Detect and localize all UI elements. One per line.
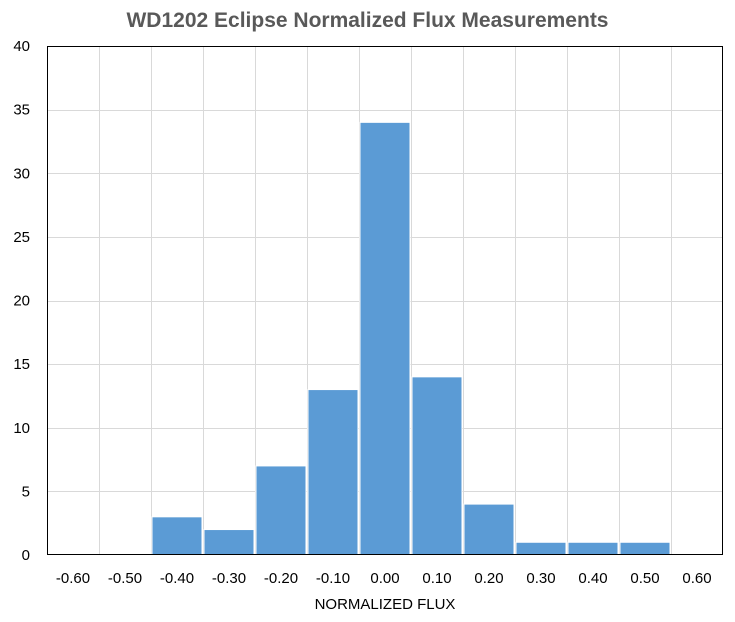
histogram-bar <box>203 529 255 556</box>
x-tick-labels: -0.60 -0.50 -0.40 -0.30 -0.20 -0.10 0.00 0.10 0.… <box>56 570 712 587</box>
x-tick-label: 0.30 <box>526 570 555 587</box>
x-axis-label: NORMALIZED FLUX <box>314 596 456 613</box>
histogram-bars <box>151 121 671 556</box>
x-tick-label: 0.60 <box>682 570 711 587</box>
y-tick-label: 5 <box>22 483 30 500</box>
y-tick-labels: 0 5 10 15 20 25 30 35 40 <box>13 38 30 564</box>
x-tick-label: 0.00 <box>370 570 399 587</box>
plot-area-border <box>47 46 723 555</box>
x-tick-label: -0.40 <box>160 570 194 587</box>
y-tick-label: 30 <box>13 165 30 182</box>
x-tick-label: -0.30 <box>212 570 246 587</box>
histogram-bar <box>151 516 203 556</box>
histogram-bar <box>307 389 359 556</box>
y-tick-label: 20 <box>13 293 30 310</box>
histogram-bar <box>515 541 567 556</box>
histogram-bar <box>619 541 671 556</box>
y-tick-label: 35 <box>13 102 30 119</box>
x-tick-label: -0.50 <box>108 570 142 587</box>
chart-title: WD1202 Eclipse Normalized Flux Measureme… <box>126 9 609 32</box>
y-tick-label: 10 <box>13 420 30 437</box>
y-tick-label: 15 <box>13 356 30 373</box>
axes <box>47 46 723 555</box>
histogram-bar <box>567 541 619 556</box>
x-tick-label: 0.40 <box>578 570 607 587</box>
x-tick-label: -0.20 <box>264 570 298 587</box>
histogram-bar <box>359 121 411 556</box>
x-tick-label: 0.10 <box>422 570 451 587</box>
y-tick-label: 25 <box>13 229 30 246</box>
x-tick-label: 0.50 <box>630 570 659 587</box>
x-tick-label: -0.60 <box>56 570 90 587</box>
y-tick-label: 40 <box>13 38 30 55</box>
x-tick-label: 0.20 <box>474 570 503 587</box>
x-tick-label: -0.10 <box>316 570 350 587</box>
histogram-bar <box>463 503 515 556</box>
histogram-bar <box>255 465 307 556</box>
histogram-bar <box>411 376 463 556</box>
y-tick-label: 0 <box>22 547 30 564</box>
